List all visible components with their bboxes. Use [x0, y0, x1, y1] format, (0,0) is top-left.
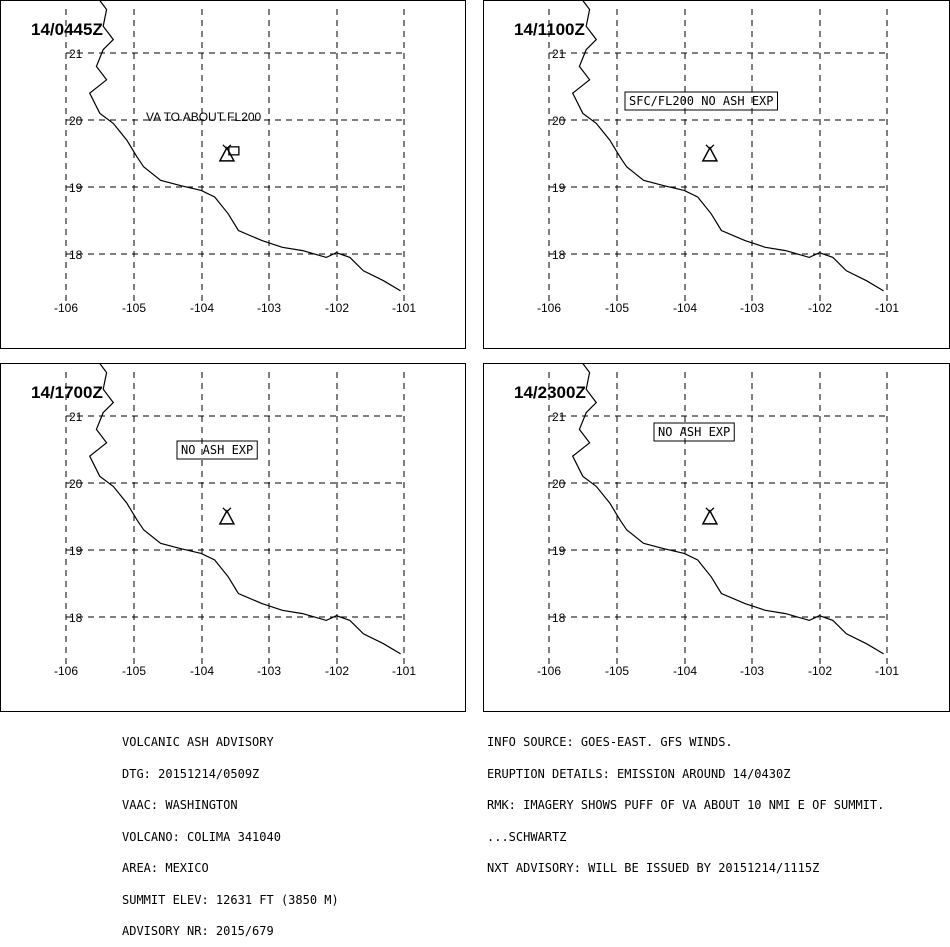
map-svg-1: 14/0445Z 21 20 19 18 -106 -105 -104 -103 -102 -101… [31, 1, 416, 315]
longitude-label: -102 [808, 301, 832, 315]
coastline [88, 1, 401, 292]
longitude-label: -101 [875, 301, 899, 315]
map-svg-3: 14/1700Z 21 20 19 18 -106 -105 -104 -103 -102 -101… [31, 364, 416, 678]
latitude-label: 18 [69, 248, 83, 262]
advisory-text-box [176, 440, 258, 460]
advisory-text-box [624, 91, 778, 111]
longitude-label: -104 [190, 301, 214, 315]
longitude-label: -104 [673, 301, 697, 315]
latitude-label: 20 [552, 477, 566, 491]
footer-line: VAAC: WASHINGTON [122, 798, 238, 812]
latitude-label: 19 [552, 181, 566, 195]
advisory-text: NO ASH EXP [181, 443, 253, 457]
longitude-label: -102 [325, 664, 349, 678]
longitude-label: -101 [392, 664, 416, 678]
footer-line: SUMMIT ELEV: 12631 FT (3850 M) [122, 892, 339, 907]
map-content: 14/0445Z 21 20 19 18 -106 -105 -104 -103 -102 -101… [31, 1, 416, 315]
latitude-label: 18 [552, 611, 566, 625]
latitude-label: 19 [69, 181, 83, 195]
footer-line: INFO SOURCE: GOES-EAST. GFS WINDS. [487, 735, 733, 749]
footer-line: ERUPTION DETAILS: EMISSION AROUND 14/043… [487, 766, 791, 781]
advisory-info-left: VOLCANIC ASH ADVISORY DTG: 20151214/0509… [122, 716, 339, 947]
longitude-label: -104 [673, 664, 697, 678]
forecast-time-label: 14/0445Z [31, 20, 103, 39]
forecast-time-label: 14/1100Z [514, 20, 585, 39]
forecast-time-label: 14/1700Z [31, 383, 103, 402]
longitude-label: -103 [257, 664, 281, 678]
longitude-label: -105 [605, 664, 629, 678]
latitude-label: 21 [552, 47, 566, 61]
latitude-label: 21 [69, 410, 83, 424]
map-panel-3: 14/1700Z 21 20 19 18 -106 -105 -104 -103 -102 -101… [0, 363, 466, 712]
latitude-label: 21 [552, 410, 566, 424]
longitude-label: -102 [808, 664, 832, 678]
ash-cloud-area [228, 146, 240, 156]
longitude-label: -106 [54, 664, 78, 678]
footer-line: VOLCANO: COLIMA 341040 [122, 829, 281, 844]
longitude-label: -101 [875, 664, 899, 678]
longitude-label: -105 [122, 301, 146, 315]
longitude-label: -104 [190, 664, 214, 678]
longitude-label: -105 [605, 301, 629, 315]
footer-line: ...SCHWARTZ [487, 829, 567, 844]
latitude-label: 19 [552, 544, 566, 558]
advisory-text: VA TO ABOUT FL200 [146, 110, 261, 124]
footer-line: AREA: MEXICO [122, 861, 209, 875]
forecast-time-label: 14/2300Z [514, 383, 586, 402]
longitude-label: -106 [54, 301, 78, 315]
map-svg-4: 14/2300Z 21 20 19 18 -106 -105 -104 -103 -102 -101… [514, 364, 899, 678]
longitude-label: -103 [740, 664, 764, 678]
advisory-text-box [653, 422, 735, 442]
advisory-text: SFC/FL200 NO ASH EXP [629, 94, 774, 108]
footer-line: NXT ADVISORY: WILL BE ISSUED BY 20151214… [487, 861, 820, 875]
volcano-icon [701, 507, 719, 525]
latitude-label: 20 [69, 114, 83, 128]
longitude-label: -101 [392, 301, 416, 315]
latitude-label: 21 [69, 47, 83, 61]
latitude-label: 19 [69, 544, 83, 558]
map-content: 14/1700Z 21 20 19 18 -106 -105 -104 -103 -102 -101… [31, 364, 416, 678]
coastline [571, 364, 884, 655]
advisory-info-right: INFO SOURCE: GOES-EAST. GFS WINDS. ERUPT… [487, 716, 884, 884]
map-panel-4: 14/2300Z 21 20 19 18 -106 -105 -104 -103 -102 -101… [483, 363, 950, 712]
longitude-label: -105 [122, 664, 146, 678]
map-svg-2: 14/1100Z 21 20 19 18 -106 -105 -104 -103 -102 -101… [514, 1, 899, 315]
volcano-icon [701, 144, 719, 162]
coastline [571, 1, 884, 292]
longitude-label: -106 [537, 664, 561, 678]
volcano-icon [218, 507, 236, 525]
longitude-label: -102 [325, 301, 349, 315]
latitude-label: 18 [69, 611, 83, 625]
map-content: 14/2300Z 21 20 19 18 -106 -105 -104 -103 -102 -101… [514, 364, 899, 678]
footer-line: DTG: 20151214/0509Z [122, 766, 260, 781]
map-panel-1: 14/0445Z 21 20 19 18 -106 -105 -104 -103 -102 -101… [0, 0, 466, 349]
advisory-text: NO ASH EXP [658, 425, 730, 439]
coastline [88, 364, 401, 655]
footer-line: RMK: IMAGERY SHOWS PUFF OF VA ABOUT 10 N… [487, 798, 885, 812]
latitude-label: 20 [552, 114, 566, 128]
footer-line: VOLCANIC ASH ADVISORY [122, 735, 274, 749]
map-content: 14/1100Z 21 20 19 18 -106 -105 -104 -103 -102 -101… [514, 1, 899, 315]
longitude-label: -106 [537, 301, 561, 315]
latitude-label: 18 [552, 248, 566, 262]
footer-line: ADVISORY NR: 2015/679 [122, 924, 274, 938]
longitude-label: -103 [257, 301, 281, 315]
map-panel-2: 14/1100Z 21 20 19 18 -106 -105 -104 -103 -102 -101… [483, 0, 950, 349]
longitude-label: -103 [740, 301, 764, 315]
latitude-label: 20 [69, 477, 83, 491]
